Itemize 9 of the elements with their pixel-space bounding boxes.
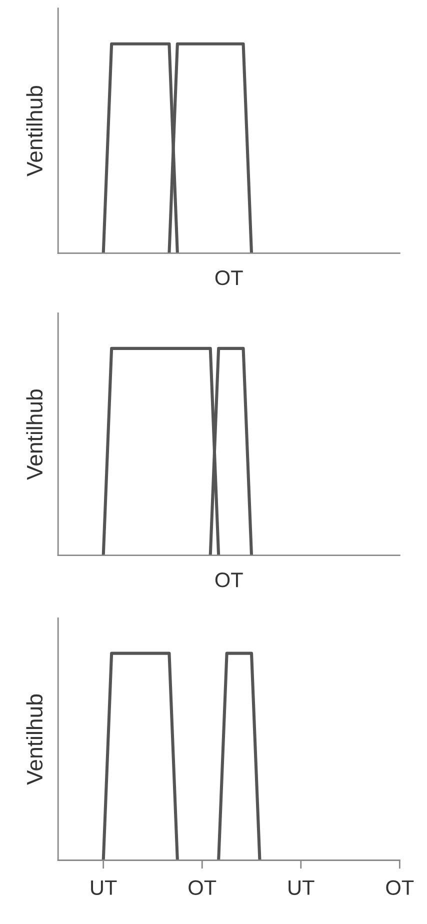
x-axis-title: OT: [215, 572, 243, 588]
x-tick-label: UT: [91, 880, 117, 895]
y-axis-title: Ventilhub: [26, 389, 43, 480]
x-axis-title: OT: [215, 270, 243, 286]
y-axis-title: Ventilhub: [26, 694, 43, 785]
x-tick-label: UT: [288, 880, 314, 895]
x-tick-label: OT: [188, 880, 216, 895]
x-tick-label: OT: [386, 880, 414, 895]
y-axis-title: Ventilhub: [26, 86, 43, 176]
